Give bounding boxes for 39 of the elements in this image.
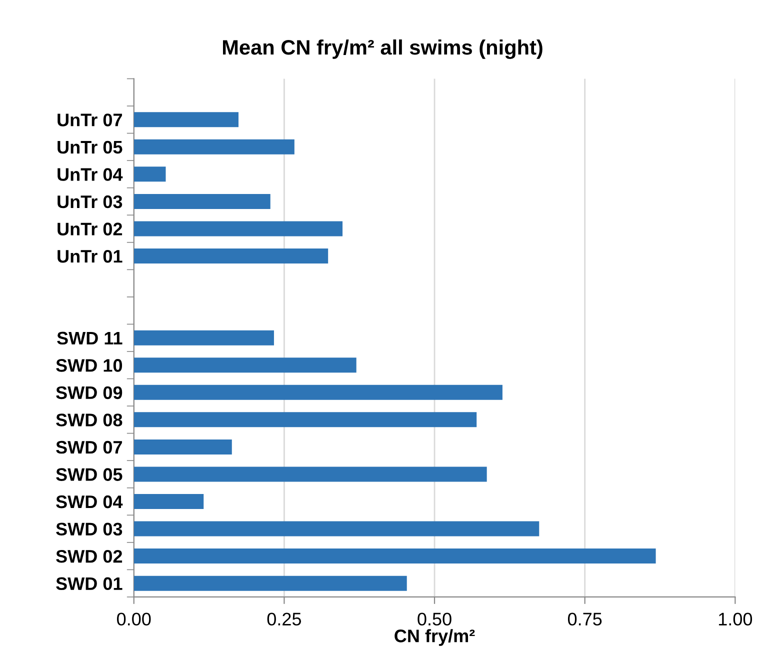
bar bbox=[134, 358, 356, 373]
bar bbox=[134, 412, 477, 428]
chart-title: Mean CN fry/m² all swims (night) bbox=[223, 39, 542, 59]
y-tick-label: SWD 07 bbox=[56, 440, 122, 454]
y-tick-label: SWD 01 bbox=[56, 577, 122, 590]
bar bbox=[134, 439, 232, 454]
bar bbox=[134, 112, 238, 128]
bar bbox=[134, 139, 294, 154]
y-tick-label: UnTr 01 bbox=[58, 250, 122, 263]
bar bbox=[134, 521, 540, 536]
y-tick-label: UnTr 02 bbox=[58, 222, 122, 236]
x-tick-label: 0.50 bbox=[418, 612, 452, 626]
x-tick-label: 0.75 bbox=[568, 612, 602, 626]
y-tick-label: SWD 10 bbox=[56, 359, 122, 372]
y-tick-label: SWD 02 bbox=[56, 550, 122, 563]
y-tick-label: UnTr 04 bbox=[58, 168, 123, 181]
bar bbox=[134, 576, 407, 591]
bar bbox=[134, 466, 487, 482]
y-tick-label: SWD 09 bbox=[56, 386, 122, 400]
y-tick-label: UnTr 03 bbox=[58, 195, 122, 208]
y-tick-label: SWD 03 bbox=[56, 522, 122, 536]
bar bbox=[134, 330, 274, 346]
x-tick-label: 1.00 bbox=[718, 612, 752, 626]
bar bbox=[134, 166, 166, 182]
y-tick-label: SWD 05 bbox=[56, 468, 122, 481]
y-tick-label: SWD 08 bbox=[56, 414, 122, 426]
x-tick-label: 0.25 bbox=[267, 612, 302, 626]
bar bbox=[134, 194, 270, 209]
bar bbox=[134, 384, 502, 400]
bar bbox=[134, 548, 656, 564]
y-tick-label: UnTr 07 bbox=[58, 114, 122, 126]
bar bbox=[134, 221, 343, 236]
y-tick-label: SWD 11 bbox=[57, 332, 122, 345]
x-tick-label: 0.00 bbox=[117, 612, 151, 626]
y-tick-label: SWD 04 bbox=[56, 495, 123, 508]
bar bbox=[134, 248, 328, 264]
y-tick-label: UnTr 05 bbox=[58, 140, 122, 154]
x-axis-title: CN fry/m² bbox=[394, 629, 475, 646]
bar bbox=[134, 494, 204, 509]
